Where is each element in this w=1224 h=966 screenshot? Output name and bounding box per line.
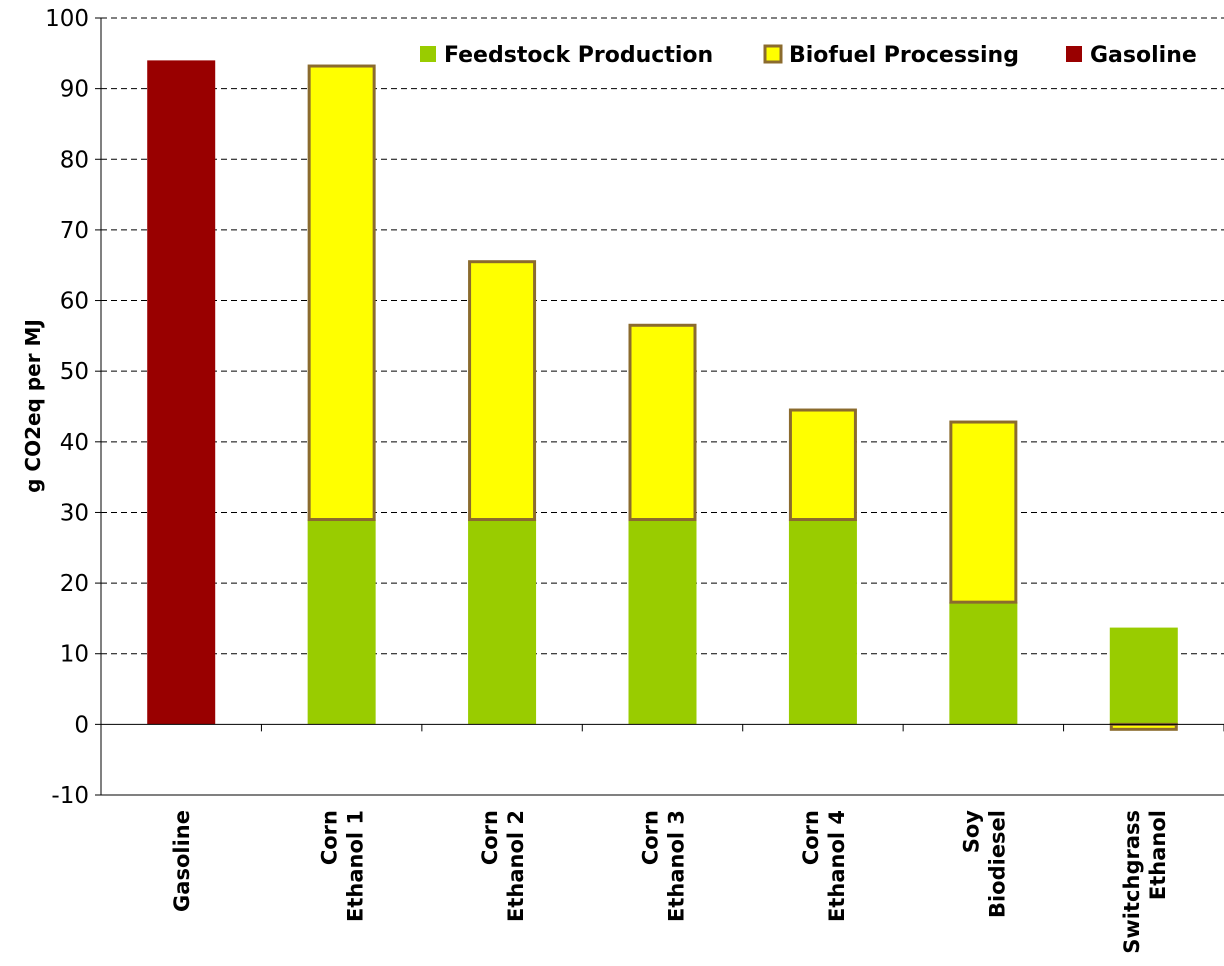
bar-biofuel-processing [788,408,857,522]
category-label: Ethanol 2 [504,810,528,922]
category-label: Corn [478,810,502,865]
x-ticks: Gasoline Corn Ethanol 1 Corn Ethanol 2 Corn Et… [170,810,1170,954]
category-label: Ethanol 1 [344,810,368,922]
bar-feedstock-production [1109,627,1178,725]
category-label: Biodiesel [985,810,1009,918]
y-tick-label: 10 [60,642,89,668]
y-tick-label: 20 [60,571,89,597]
legend-label: Gasoline [1090,43,1197,68]
legend-swatch [420,46,436,62]
bar-biofuel-processing [468,260,537,522]
y-tick-label: 40 [60,430,89,456]
axes [100,18,1224,796]
y-axis-label: g CO2eq per MJ [21,319,45,493]
y-tick-label: 0 [74,712,89,738]
legend-swatch [1066,46,1082,62]
category-label: Corn [639,810,663,865]
y-tick-label: 70 [60,218,89,244]
bar-feedstock-production [628,519,697,725]
bar-feedstock-production [949,602,1018,725]
y-tick-label: -10 [51,783,89,809]
legend: Feedstock Production Biofuel Processing Ga… [420,43,1197,68]
bar-biofuel-processing [307,64,376,522]
legend-label: Biofuel Processing [789,43,1019,68]
y-ticks: -10 0 10 20 30 40 50 60 70 80 90 100 [45,6,101,809]
bar-gasoline [147,60,216,725]
bar-feedstock-production [788,519,857,725]
bar-feedstock-production [468,519,537,725]
category-label: Corn [318,810,342,865]
legend-swatch [763,44,783,64]
category-label: Ethanol 3 [665,810,689,922]
bar-biofuel-processing [1109,722,1178,731]
category-label: Ethanol 4 [825,810,849,922]
y-tick-label: 30 [60,500,89,526]
y-tick-label: 80 [60,147,89,173]
y-tick-label: 50 [60,359,89,385]
category-label: Gasoline [170,810,194,912]
y-tick-label: 60 [60,289,89,315]
bar-feedstock-production [307,519,376,725]
y-tick-label: 100 [45,6,89,32]
bar-biofuel-processing [949,420,1018,604]
bar-biofuel-processing [628,323,697,522]
category-label: Switchgrass [1120,810,1144,954]
legend-label: Feedstock Production [444,43,713,68]
bars [147,60,1178,731]
y-tick-label: 90 [60,77,89,103]
category-label: Corn [799,810,823,865]
category-label: Soy [959,810,983,854]
category-label: Ethanol [1146,810,1170,900]
